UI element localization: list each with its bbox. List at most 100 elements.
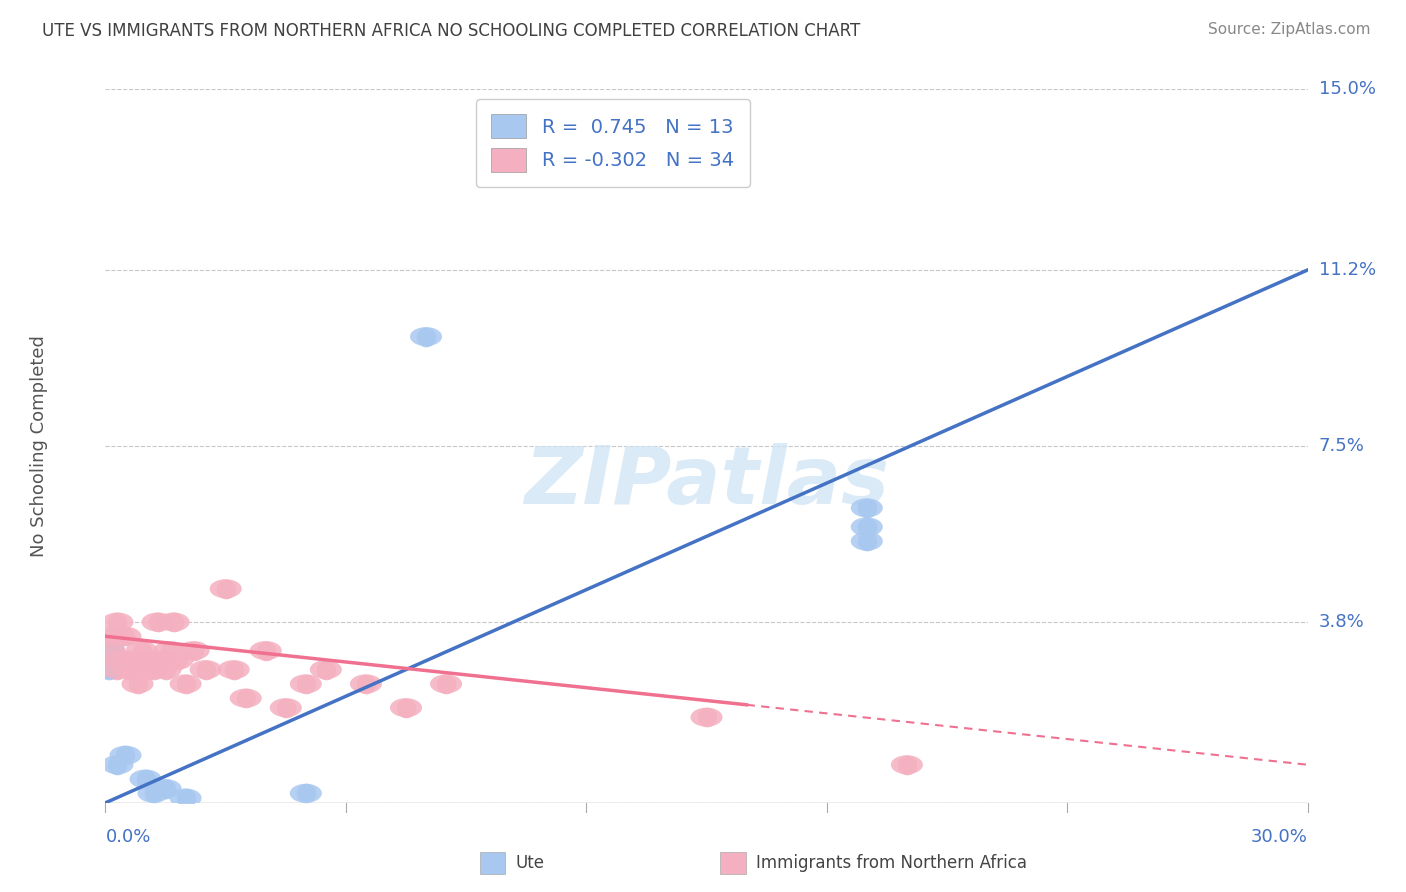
Ellipse shape (114, 660, 146, 679)
Text: Source: ZipAtlas.com: Source: ZipAtlas.com (1208, 22, 1371, 37)
Ellipse shape (851, 499, 883, 517)
Point (98, 643, 121, 657)
Point (166, 653, 188, 667)
Point (855, 520, 877, 534)
Point (118, 663, 141, 677)
Ellipse shape (134, 650, 166, 670)
Ellipse shape (350, 674, 382, 693)
Point (214, 582, 236, 596)
Point (150, 653, 173, 667)
Ellipse shape (851, 532, 883, 550)
Ellipse shape (121, 674, 153, 693)
Text: ZIPatlas: ZIPatlas (524, 442, 889, 521)
Ellipse shape (125, 641, 157, 660)
Text: Immigrants from Northern Africa: Immigrants from Northern Africa (755, 855, 1026, 872)
FancyBboxPatch shape (720, 852, 745, 874)
Ellipse shape (110, 746, 142, 764)
Point (194, 663, 217, 677)
Ellipse shape (153, 641, 186, 660)
Ellipse shape (430, 674, 463, 693)
Text: 11.2%: 11.2% (1319, 261, 1376, 279)
Ellipse shape (97, 627, 129, 646)
Point (395, 700, 418, 714)
Text: 7.5%: 7.5% (1319, 437, 1365, 455)
Ellipse shape (142, 613, 173, 632)
Ellipse shape (105, 650, 138, 670)
Ellipse shape (209, 579, 242, 599)
Point (696, 710, 718, 724)
Ellipse shape (101, 756, 134, 774)
Text: 15.0%: 15.0% (1319, 80, 1375, 98)
Ellipse shape (190, 660, 222, 679)
Ellipse shape (690, 707, 723, 727)
Point (110, 653, 132, 667)
Ellipse shape (138, 784, 170, 803)
Ellipse shape (170, 789, 201, 807)
Ellipse shape (290, 674, 322, 693)
Point (274, 700, 297, 714)
Ellipse shape (411, 327, 441, 346)
Point (146, 615, 169, 629)
Point (162, 615, 184, 629)
Ellipse shape (851, 517, 883, 536)
Ellipse shape (138, 660, 170, 679)
Ellipse shape (93, 660, 125, 679)
Ellipse shape (891, 756, 922, 774)
Point (295, 677, 318, 691)
Point (295, 786, 318, 800)
Point (135, 772, 157, 786)
Point (107, 757, 129, 772)
Ellipse shape (93, 641, 125, 660)
Ellipse shape (389, 698, 422, 717)
Point (235, 691, 257, 706)
Point (183, 643, 205, 657)
Point (142, 786, 165, 800)
Point (107, 615, 129, 629)
Ellipse shape (250, 641, 281, 660)
Ellipse shape (101, 660, 134, 679)
Point (138, 653, 160, 667)
Ellipse shape (229, 689, 262, 707)
Point (159, 643, 181, 657)
Point (114, 629, 136, 643)
Ellipse shape (129, 770, 162, 789)
Point (114, 748, 136, 763)
Point (855, 500, 877, 515)
Ellipse shape (290, 784, 322, 803)
Point (222, 663, 245, 677)
Text: UTE VS IMMIGRANTS FROM NORTHERN AFRICA NO SCHOOLING COMPLETED CORRELATION CHART: UTE VS IMMIGRANTS FROM NORTHERN AFRICA N… (42, 22, 860, 40)
Point (98, 643, 121, 657)
Point (155, 663, 177, 677)
Ellipse shape (309, 660, 342, 679)
Ellipse shape (218, 660, 250, 679)
Ellipse shape (177, 641, 209, 660)
Point (434, 677, 457, 691)
Point (135, 663, 157, 677)
Text: Ute: Ute (515, 855, 544, 872)
Ellipse shape (129, 660, 162, 679)
Ellipse shape (162, 650, 194, 670)
Point (107, 663, 129, 677)
Ellipse shape (270, 698, 302, 717)
Text: 0.0%: 0.0% (105, 828, 150, 846)
Point (896, 757, 918, 772)
Point (142, 663, 165, 677)
Ellipse shape (110, 627, 142, 646)
Point (415, 329, 437, 343)
Ellipse shape (157, 613, 190, 632)
Ellipse shape (101, 613, 134, 632)
FancyBboxPatch shape (479, 852, 505, 874)
Point (98, 663, 121, 677)
Point (131, 643, 153, 657)
Point (103, 629, 125, 643)
Ellipse shape (118, 650, 149, 670)
Point (155, 781, 177, 796)
Point (315, 663, 337, 677)
Point (855, 534, 877, 549)
Ellipse shape (146, 650, 177, 670)
Point (127, 677, 149, 691)
Point (174, 677, 197, 691)
Ellipse shape (149, 779, 181, 798)
Point (174, 791, 197, 805)
Point (354, 677, 377, 691)
